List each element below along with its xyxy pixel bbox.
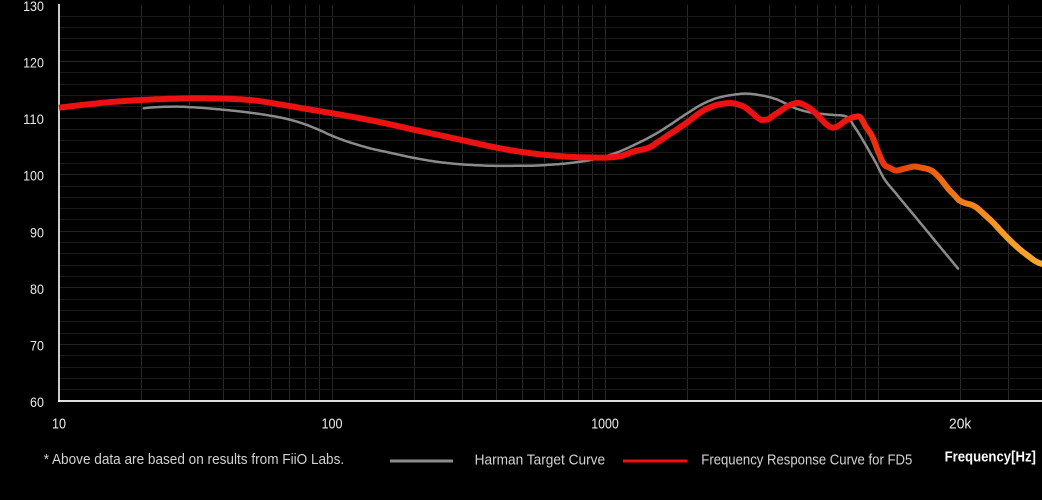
svg-text:130: 130: [23, 0, 44, 14]
svg-text:Frequency Response Curve for F: Frequency Response Curve for FD5: [701, 452, 912, 469]
svg-text:120: 120: [23, 55, 44, 71]
svg-text:60: 60: [30, 394, 44, 410]
svg-text:20k: 20k: [949, 416, 972, 433]
svg-text:100: 100: [23, 168, 44, 184]
svg-text:Frequency[Hz]: Frequency[Hz]: [945, 449, 1036, 466]
svg-text:Harman Target Curve: Harman Target Curve: [475, 452, 605, 469]
svg-text:90: 90: [30, 224, 44, 240]
svg-text:80: 80: [30, 281, 44, 297]
svg-text:100: 100: [322, 416, 343, 433]
svg-text:70: 70: [30, 337, 44, 353]
svg-text:110: 110: [23, 111, 44, 127]
svg-text:10: 10: [52, 416, 66, 433]
svg-text:1000: 1000: [591, 416, 619, 433]
svg-text:* Above data are based on resu: * Above data are based on results from F…: [44, 451, 345, 468]
